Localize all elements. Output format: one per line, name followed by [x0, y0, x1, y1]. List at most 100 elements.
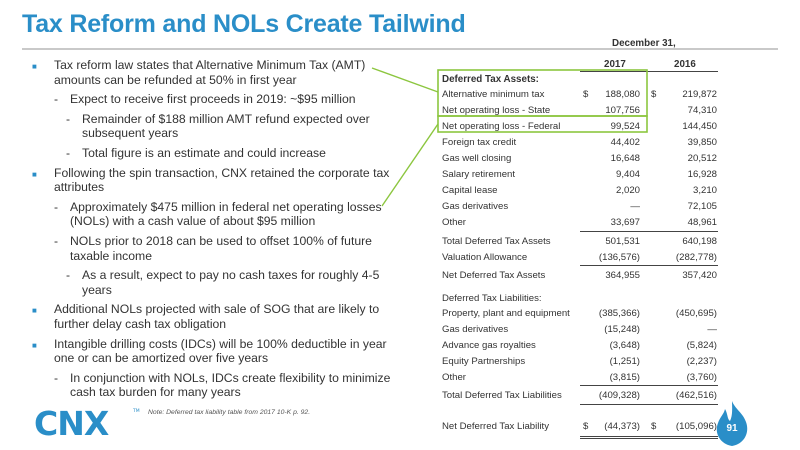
value-2016: (282,778) [675, 252, 717, 263]
value-2016: (450,695) [675, 308, 717, 319]
total-double-rule-top [580, 436, 718, 437]
value-2016: 357,420 [682, 270, 717, 281]
table-row: Equity Partnerships (1,251) (2,237) [440, 356, 718, 369]
value-2017: 188,080 [605, 89, 640, 100]
row-label: Other [442, 372, 466, 383]
subtotal-rule [580, 265, 718, 266]
bullet-idcs-flexibility: - In conjunction with NOLs, IDCs create … [32, 371, 400, 400]
value-2017: (385,366) [598, 308, 640, 319]
value-2017: — [630, 201, 640, 212]
value-2017: (3,648) [609, 340, 640, 351]
subtotal-rule [580, 385, 718, 386]
table-row: Property, plant and equipment (385,366) … [440, 308, 718, 321]
table-row: Net Deferred Tax Assets 364,955 357,420 [440, 270, 718, 283]
row-label: Valuation Allowance [442, 252, 528, 263]
logo-text: CNX [34, 404, 109, 440]
year-2016-header: 2016 [674, 59, 696, 70]
value-2016: 16,928 [687, 169, 717, 180]
value-2017: 107,756 [605, 105, 640, 116]
bullet-no-cash-taxes: - As a result, expect to pay no cash tax… [32, 268, 400, 297]
bullet-square-icon: ■ [32, 340, 37, 350]
value-2017: 364,955 [605, 270, 640, 281]
table-row: Gas derivatives (15,248) — [440, 324, 718, 337]
row-label: Net operating loss - State [442, 105, 551, 116]
value-2016: — [707, 324, 717, 335]
row-label: Total Deferred Tax Assets [442, 236, 551, 247]
value-2016: (5,824) [686, 340, 717, 351]
bullet-remainder: - Remainder of $188 million AMT refund e… [32, 112, 400, 141]
header-underline [580, 71, 718, 72]
value-2016: 74,310 [687, 105, 717, 116]
bullet-text: Following the spin transaction, CNX reta… [54, 165, 390, 195]
row-label: Salary retirement [442, 169, 516, 180]
row-label: Net operating loss - Federal [442, 121, 561, 132]
table-row: Net Deferred Tax Liability $ (44,373) $ … [440, 421, 718, 434]
bullet-estimate: - Total figure is an estimate and could … [32, 146, 400, 161]
cnx-logo: CNX TM [34, 404, 146, 443]
table-row: Capital lease 2,020 3,210 [440, 185, 718, 198]
bullet-text: Approximately $475 million in federal ne… [70, 199, 382, 229]
bullet-text: Tax reform law states that Alternative M… [54, 58, 366, 87]
flame-icon [716, 401, 748, 446]
value-2016: (2,237) [686, 356, 717, 367]
footnote: Note: Deferred tax liability table from … [148, 409, 311, 416]
page-title: Tax Reform and NOLs Create Tailwind [22, 10, 466, 38]
row-label: Alternative minimum tax [442, 89, 545, 100]
value-2016: (462,516) [675, 390, 717, 401]
table-row: Foreign tax credit 44,402 39,850 [440, 137, 718, 150]
row-label: Equity Partnerships [442, 356, 526, 367]
row-label: Advance gas royalties [442, 340, 536, 351]
value-2017: (1,251) [609, 356, 640, 367]
bullet-square-icon: ■ [32, 169, 37, 179]
table-row: Advance gas royalties (3,648) (5,824) [440, 340, 718, 353]
table-row: Gas derivatives — 72,105 [440, 201, 718, 214]
table-row: Valuation Allowance (136,576) (282,778) [440, 252, 718, 265]
dollar-sign: $ [651, 421, 657, 432]
table-row: Net operating loss - State 107,756 74,31… [440, 105, 718, 118]
dollar-sign: $ [583, 421, 589, 432]
page-number: 91 [726, 423, 738, 434]
table-row: Deferred Tax Liabilities: [440, 293, 718, 306]
table-row: Net operating loss - Federal 99,524 144,… [440, 121, 718, 134]
bullet-dash-icon: - [66, 145, 71, 160]
row-label: Capital lease [442, 185, 498, 196]
value-2017: (3,815) [609, 372, 640, 383]
bullet-list: ■ Tax reform law states that Alternative… [32, 58, 400, 405]
bullet-text: As a result, expect to pay no cash taxes… [82, 268, 380, 297]
value-2016: (3,760) [686, 372, 717, 383]
value-2017: (15,248) [604, 324, 640, 335]
bullet-text: In conjunction with NOLs, IDCs create fl… [70, 370, 391, 400]
value-2017: (136,576) [598, 252, 640, 263]
value-2016: 39,850 [687, 137, 717, 148]
section-liabilities-title: Deferred Tax Liabilities: [442, 293, 542, 304]
total-double-rule-bottom [580, 438, 718, 439]
bullet-square-icon: ■ [32, 306, 37, 316]
year-2017-header: 2017 [604, 59, 626, 70]
value-2016: 20,512 [687, 153, 717, 164]
value-2017: 2,020 [615, 185, 640, 196]
subtotal-rule [580, 231, 718, 232]
bullet-spin-transaction: ■ Following the spin transaction, CNX re… [32, 166, 400, 195]
bullet-nols-offset: - NOLs prior to 2018 can be used to offs… [32, 234, 400, 263]
bullet-dash-icon: - [66, 268, 71, 283]
table-row: Gas well closing 16,648 20,512 [440, 153, 718, 166]
value-2016: 72,105 [687, 201, 717, 212]
row-label: Net Deferred Tax Liability [442, 421, 550, 432]
bullet-text: Total figure is an estimate and could in… [82, 145, 326, 160]
value-2017: 16,648 [610, 153, 640, 164]
logo-trademark: TM [132, 408, 140, 414]
cnx-logo-mark: CNX TM [34, 404, 140, 443]
row-label: Total Deferred Tax Liabilities [442, 390, 562, 401]
table-row: Other (3,815) (3,760) [440, 372, 718, 385]
value-2017: 501,531 [605, 236, 640, 247]
bullet-dash-icon: - [66, 111, 71, 126]
row-label: Other [442, 217, 466, 228]
value-2017: (409,328) [598, 390, 640, 401]
value-2016: 144,450 [682, 121, 717, 132]
subtotal-rule [580, 404, 718, 405]
table-row: Salary retirement 9,404 16,928 [440, 169, 718, 182]
table-row: Total Deferred Tax Liabilities (409,328)… [440, 390, 718, 403]
value-2017: 99,524 [610, 121, 640, 132]
bullet-amt-refund: ■ Tax reform law states that Alternative… [32, 58, 400, 87]
row-label: Gas derivatives [442, 201, 509, 212]
